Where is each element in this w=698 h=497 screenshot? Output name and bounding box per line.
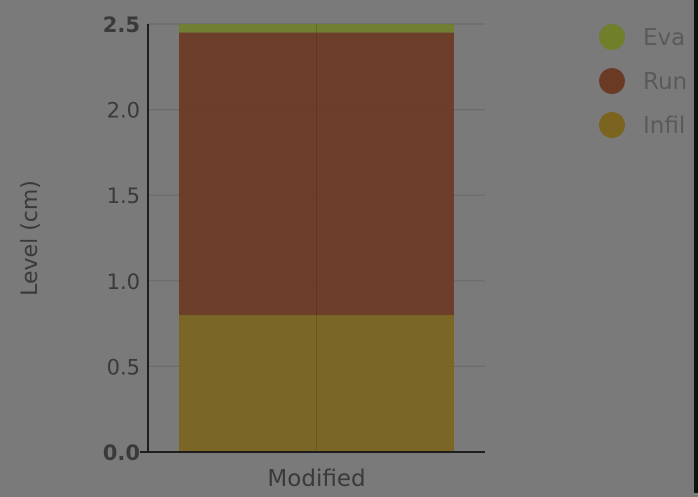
y-tick-label: 2.5 bbox=[103, 13, 140, 37]
legend-label: Run bbox=[643, 69, 687, 95]
bar-segment[interactable] bbox=[179, 24, 454, 33]
y-tick-label: 0.0 bbox=[103, 441, 140, 465]
legend-marker bbox=[599, 68, 625, 94]
y-tick-label: 1.0 bbox=[107, 270, 140, 294]
legend-label: Infil bbox=[643, 113, 685, 139]
y-tick-label: 1.5 bbox=[107, 184, 140, 208]
y-axis-label: Level (cm) bbox=[18, 180, 43, 296]
legend-marker bbox=[599, 24, 625, 50]
x-tick-label: Modified bbox=[267, 466, 365, 492]
bar-segment[interactable] bbox=[179, 315, 454, 452]
y-tick-label: 0.5 bbox=[107, 355, 140, 379]
bar-segment[interactable] bbox=[179, 32, 454, 316]
window-edge bbox=[694, 0, 698, 493]
y-tick-label: 2.0 bbox=[107, 99, 140, 123]
legend-marker bbox=[599, 112, 625, 138]
legend-label: Eva bbox=[643, 25, 685, 51]
